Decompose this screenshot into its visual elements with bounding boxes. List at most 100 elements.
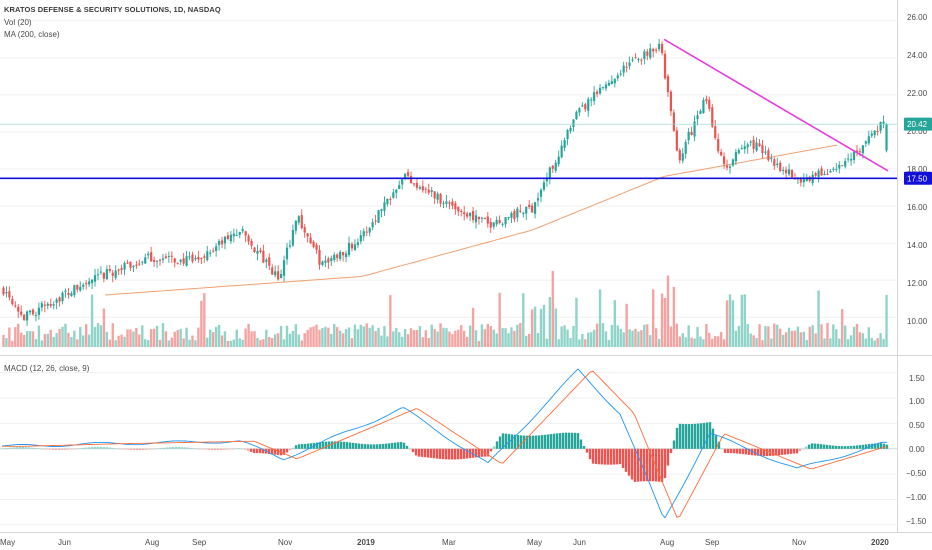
volume-bar bbox=[149, 329, 153, 347]
candle-body bbox=[463, 212, 466, 215]
volume-bar bbox=[46, 333, 49, 347]
candle-body bbox=[404, 173, 407, 180]
candle-body bbox=[31, 309, 35, 315]
candle-body bbox=[179, 259, 182, 262]
volume-bar bbox=[268, 336, 271, 347]
macd-histogram-bar bbox=[336, 441, 340, 449]
candle-body bbox=[170, 255, 173, 257]
macd-histogram-bar bbox=[168, 447, 172, 449]
volume-bar bbox=[554, 308, 557, 347]
volume-bar bbox=[197, 327, 200, 347]
volume-bar bbox=[530, 309, 534, 347]
candle-body bbox=[619, 73, 622, 75]
volume-indicator-label[interactable]: Vol (20) bbox=[4, 18, 32, 27]
macd-histogram-bar bbox=[873, 443, 877, 449]
price-pane[interactable] bbox=[0, 0, 897, 354]
candle-body bbox=[217, 241, 221, 245]
macd-histogram-bar bbox=[246, 448, 250, 451]
candle-body bbox=[389, 198, 392, 200]
price-axis[interactable]: 26.00 24.00 22.00 20.00 18.00 16.00 14.0… bbox=[907, 13, 928, 326]
candle-body bbox=[722, 156, 726, 165]
volume-bar bbox=[480, 324, 484, 347]
volume-bar bbox=[542, 304, 546, 347]
candle-body bbox=[785, 169, 788, 174]
volume-bar bbox=[501, 328, 504, 347]
volume-bar bbox=[551, 271, 554, 347]
volume-bar bbox=[279, 326, 283, 347]
macd-histogram-bar bbox=[318, 442, 322, 449]
macd-histogram-bar bbox=[108, 447, 112, 449]
macd-histogram-bar bbox=[330, 441, 334, 449]
candle-body bbox=[11, 298, 14, 305]
macd-histogram-bar bbox=[837, 446, 841, 449]
volume-bar bbox=[589, 332, 593, 347]
candle-body bbox=[120, 268, 123, 270]
time-tick: Aug bbox=[145, 538, 159, 547]
volume-bar bbox=[273, 334, 277, 347]
time-axis[interactable]: May Jun Aug Sep Nov 2019 Mar May Jun Aug… bbox=[0, 538, 889, 547]
ma-indicator-label[interactable]: MA (200, close) bbox=[4, 30, 60, 39]
volume-bar bbox=[55, 333, 58, 347]
volume-bar bbox=[767, 326, 770, 347]
macd-histogram-bar bbox=[831, 445, 835, 449]
volume-bar bbox=[282, 339, 286, 347]
volume-bar bbox=[584, 339, 587, 347]
macd-pane[interactable] bbox=[0, 357, 897, 532]
volume-bar bbox=[191, 335, 194, 347]
volume-bar bbox=[764, 326, 767, 347]
candle-body bbox=[2, 287, 5, 295]
macd-histogram-bar bbox=[807, 444, 811, 449]
macd-histogram-bar bbox=[63, 448, 67, 450]
macd-histogram-bar bbox=[864, 444, 868, 449]
support-price-label: 17.50 bbox=[907, 174, 928, 183]
macd-axis[interactable]: 1.50 1.00 0.50 0.00 −0.50 −1.00 −1.50 bbox=[906, 374, 927, 526]
macd-histogram-bar bbox=[843, 446, 847, 449]
candle-body bbox=[672, 112, 675, 131]
volume-bar bbox=[211, 332, 215, 347]
macd-histogram-bar bbox=[765, 448, 769, 457]
candle-body bbox=[829, 171, 832, 173]
symbol-title[interactable]: KRATOS DEFENSE & SECURITY SOLUTIONS, 1D,… bbox=[4, 5, 221, 14]
macd-histogram-bar bbox=[702, 422, 706, 449]
volume-bar bbox=[879, 333, 882, 347]
time-tick: Nov bbox=[792, 538, 806, 547]
candle-body bbox=[152, 259, 156, 262]
candle-body bbox=[99, 271, 103, 273]
macd-histogram-bar bbox=[387, 443, 391, 449]
candle-body bbox=[643, 51, 646, 59]
macd-histogram-bar bbox=[825, 444, 829, 449]
volume-bar bbox=[271, 337, 274, 347]
volume-bar bbox=[5, 338, 8, 347]
macd-histogram-bar bbox=[33, 447, 37, 449]
volume-bar bbox=[158, 339, 162, 347]
candle-body bbox=[138, 263, 141, 265]
candle-body bbox=[678, 150, 681, 161]
candle-body bbox=[401, 179, 404, 185]
candle-body bbox=[282, 260, 286, 276]
candle-body bbox=[820, 168, 823, 176]
volume-bar bbox=[173, 331, 176, 347]
macd-histogram-bar bbox=[249, 448, 253, 452]
macd-histogram-bar bbox=[795, 448, 799, 454]
macd-histogram-bar bbox=[360, 443, 364, 449]
volume-bar bbox=[8, 327, 11, 347]
macd-histogram-bar bbox=[105, 447, 109, 449]
macd-histogram-bar bbox=[750, 448, 754, 456]
volume-bar bbox=[705, 324, 708, 347]
last-price-badge: 20.42 bbox=[904, 117, 932, 131]
trendline[interactable] bbox=[663, 38, 889, 172]
macd-histogram-bar bbox=[732, 448, 736, 454]
macd-histogram-bar bbox=[84, 447, 88, 449]
candle-body bbox=[395, 189, 398, 193]
candle-body bbox=[770, 158, 773, 160]
macd-indicator-label[interactable]: MACD (12, 26, close, 9) bbox=[4, 364, 90, 373]
candle-body bbox=[572, 119, 575, 127]
macd-histogram-bar bbox=[135, 448, 139, 451]
macd-histogram-bar bbox=[450, 448, 454, 460]
macd-histogram-bar bbox=[300, 444, 304, 449]
volume-bar bbox=[155, 325, 159, 347]
candle-body bbox=[531, 205, 534, 213]
macd-histogram-bar bbox=[549, 434, 553, 449]
candle-body bbox=[150, 252, 153, 262]
